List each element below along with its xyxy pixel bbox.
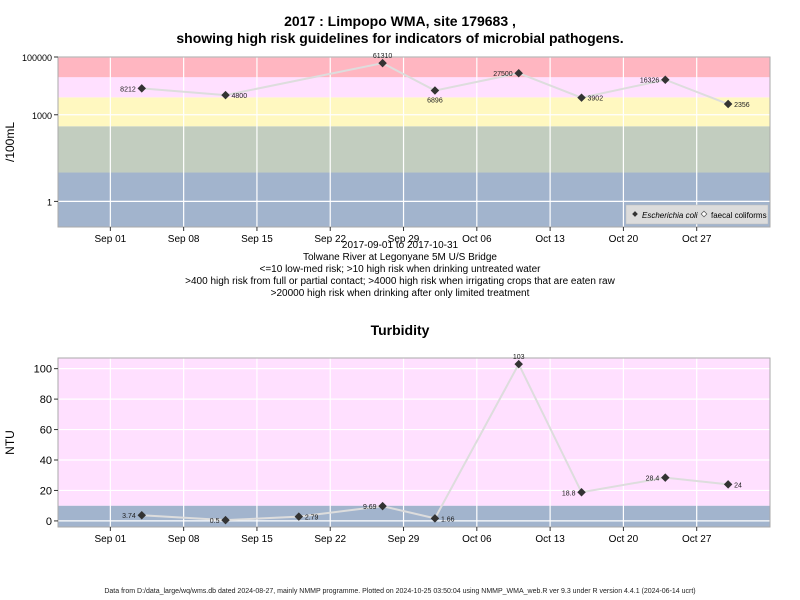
x-tick-label: Oct 20 xyxy=(609,234,639,245)
y-tick-label: 20 xyxy=(40,485,52,497)
y-tick-label: 40 xyxy=(40,455,52,467)
data-point xyxy=(137,510,147,520)
caption-guideline-1: <=10 low-med risk; >10 high risk when dr… xyxy=(259,264,541,275)
risk-band xyxy=(58,358,770,506)
legend-marker-faecal xyxy=(700,210,708,218)
x-tick-label: Oct 06 xyxy=(462,234,492,245)
x-tick-label: Oct 20 xyxy=(609,534,639,545)
data-label: 3.74 xyxy=(122,513,136,520)
y-tick-label: 0 xyxy=(46,516,52,528)
chart-legend: Escherichia coli faecal coliforms xyxy=(625,204,769,225)
x-tick-label: Sep 08 xyxy=(168,234,200,245)
chart-title-line-2: showing high risk guidelines for indicat… xyxy=(176,30,624,46)
data-label: 8212 xyxy=(120,86,136,93)
caption-guideline-2: >400 high risk from full or partial cont… xyxy=(185,276,615,287)
series-line xyxy=(141,62,729,105)
y-tick-label: 60 xyxy=(40,425,52,437)
data-label: 24 xyxy=(734,482,742,489)
data-label: 2356 xyxy=(734,102,750,109)
data-label: 27500 xyxy=(493,71,513,78)
data-label: 6896 xyxy=(427,98,443,105)
legend-label-faecal: faecal coliforms xyxy=(711,211,767,220)
data-point xyxy=(378,58,387,68)
x-tick-label: Sep 22 xyxy=(314,534,346,545)
x-tick-label: Sep 01 xyxy=(95,534,127,545)
data-label: 16326 xyxy=(640,78,660,85)
data-label: 1.66 xyxy=(441,516,455,523)
x-tick-label: Oct 13 xyxy=(535,234,565,245)
risk-band xyxy=(58,505,770,527)
data-label: 0.5 xyxy=(210,518,220,525)
x-tick-label: Sep 15 xyxy=(241,534,273,545)
data-point xyxy=(378,501,387,511)
x-tick-label: Sep 29 xyxy=(388,234,420,245)
x-tick-label: Sep 15 xyxy=(241,234,273,245)
risk-band xyxy=(58,126,770,173)
data-label: 3902 xyxy=(588,96,604,103)
turbidity-chart-title: Turbidity xyxy=(370,322,430,338)
data-label: 18.8 xyxy=(562,490,576,497)
risk-band xyxy=(58,97,770,127)
caption-guideline-3: >20000 high risk when drinking after onl… xyxy=(270,288,530,299)
data-label: 9.69 xyxy=(363,504,377,511)
microbial-chart: Sep 01 Sep 08 Sep 15 Sep 22 Sep 29 Oct 06 Oct … xyxy=(3,53,771,245)
data-point xyxy=(294,512,304,521)
x-tick-label: Oct 27 xyxy=(682,234,712,245)
y-tick-label: 100 xyxy=(34,364,52,376)
x-tick-label: Sep 22 xyxy=(314,234,346,245)
data-point xyxy=(221,90,230,100)
data-point xyxy=(221,515,230,525)
chart-title-line-1: 2017 : Limpopo WMA, site 179683 , xyxy=(284,13,516,29)
y-tick-label: 1000 xyxy=(32,111,52,121)
caption-date-range: 2017-09-01 to 2017-10-31 xyxy=(341,240,459,251)
y-axis-title: /100mL xyxy=(3,122,17,162)
risk-band xyxy=(58,57,770,78)
x-tick-label: Oct 13 xyxy=(535,534,565,545)
y-axis-title: NTU xyxy=(3,430,17,455)
x-tick-label: Oct 27 xyxy=(682,534,712,545)
plot-frame xyxy=(57,56,771,228)
data-point xyxy=(430,86,440,95)
y-tick-label: 80 xyxy=(40,394,52,406)
data-label: 103 xyxy=(513,354,525,361)
caption-site: Tolwane River at Legonyane 5M U/S Bridge xyxy=(303,252,497,263)
legend-box xyxy=(625,204,769,225)
data-point xyxy=(430,514,440,523)
y-tick-label: 1 xyxy=(47,197,52,207)
x-tick-label: Sep 08 xyxy=(168,534,200,545)
x-tick-label: Oct 06 xyxy=(462,534,492,545)
data-label: 28.4 xyxy=(646,476,660,483)
plot-frame xyxy=(57,357,771,528)
x-tick-label: Sep 01 xyxy=(95,234,127,245)
data-label: 2.79 xyxy=(305,515,319,522)
x-tick-label: Sep 29 xyxy=(388,534,420,545)
data-label: 4800 xyxy=(232,93,248,100)
legend-marker-ecoli xyxy=(632,211,638,217)
footer-note: Data from D:/data_large/wq/wms.db dated … xyxy=(104,588,696,595)
legend-label-ecoli: Escherichia coli xyxy=(642,211,698,220)
turbidity-chart: Sep 01 Sep 08 Sep 15 Sep 22 Sep 29 Oct 06 Oct … xyxy=(3,354,771,545)
y-tick-label: 100000 xyxy=(22,53,52,63)
data-label: 61310 xyxy=(373,53,393,60)
